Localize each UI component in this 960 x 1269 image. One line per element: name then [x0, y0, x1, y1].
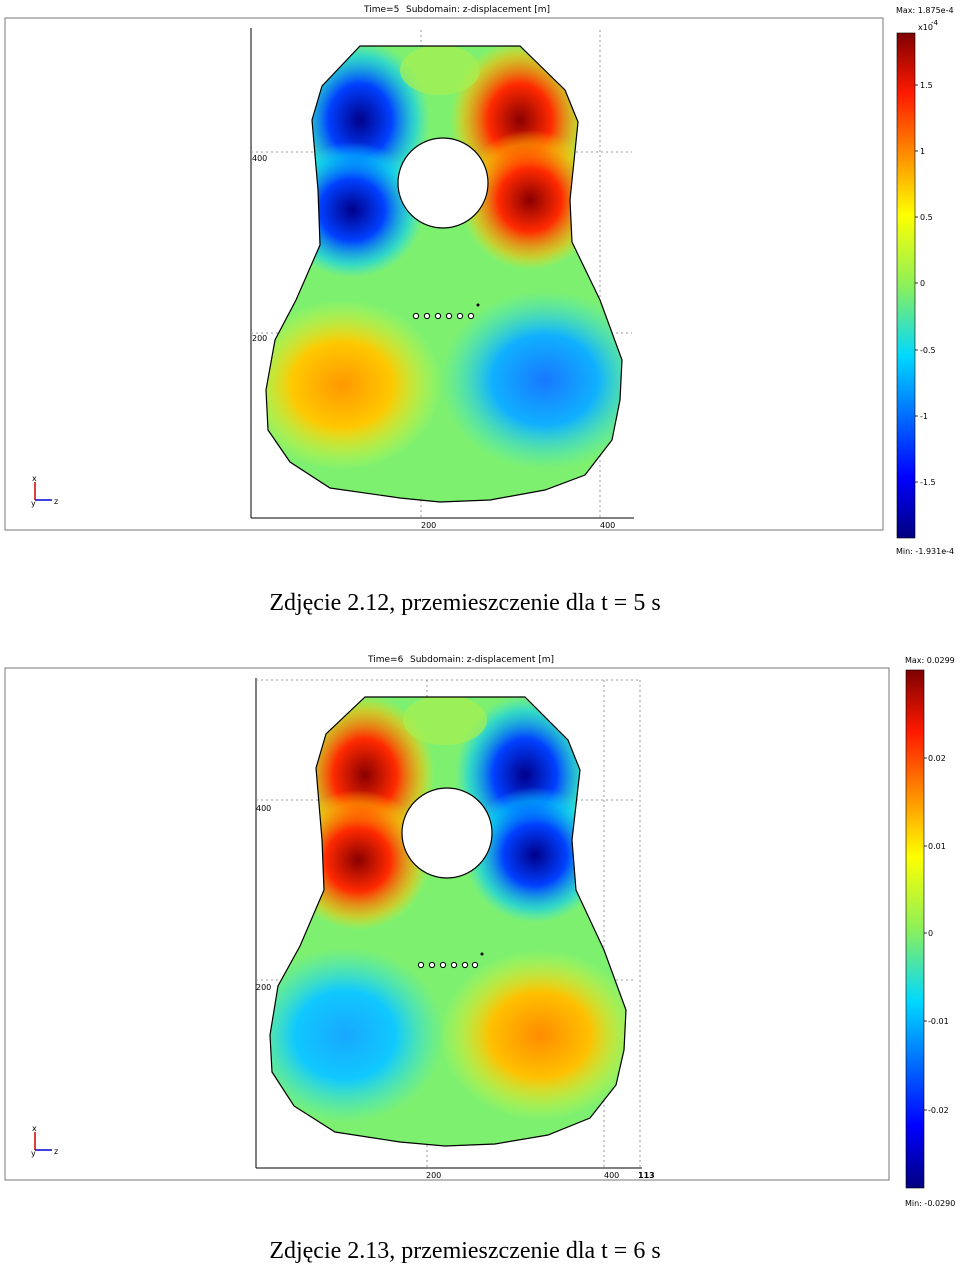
bridge-pins: [417, 952, 484, 969]
plot-t6: Time=6 Subdomain: z-displacement [m] 400…: [4, 655, 955, 1208]
colorbar-tick: -0.02: [928, 1106, 949, 1115]
x-tick-400: 400: [600, 521, 615, 530]
colorbar-tick: 1.5: [920, 81, 933, 90]
colorbar-exp-pow: -4: [931, 19, 939, 27]
title-subdomain: Subdomain: z-displacement [m]: [406, 5, 550, 15]
plot-t5: Time=5 Subdomain: z-displacement [m] 400…: [4, 5, 954, 556]
colorbar: Max: 0.0299 0.02 0.01 0 -0.01 -0.02 Min:…: [905, 656, 955, 1208]
colorbar-tick: -1.5: [920, 478, 936, 487]
sound-hole: [401, 787, 493, 879]
y-tick-200: 200: [252, 334, 267, 343]
bridge-pins: [412, 303, 480, 320]
y-tick-400: 400: [256, 804, 271, 813]
triad-x: x: [32, 474, 37, 483]
colorbar-tick: 0.01: [928, 842, 946, 851]
x-tick-200: 200: [426, 1171, 441, 1180]
x-tick-400: 400: [604, 1171, 619, 1180]
colorbar-tick: 1: [920, 147, 925, 156]
x-tick-200: 200: [421, 521, 436, 530]
triad-z: z: [54, 497, 58, 506]
y-tick-200: 200: [256, 983, 271, 992]
title-subdomain: Subdomain: z-displacement [m]: [410, 655, 554, 665]
triad-y: y: [31, 1149, 36, 1158]
colorbar-max: Max: 1.875e-4: [896, 6, 954, 15]
colorbar-tick: 0: [920, 279, 925, 288]
colorbar-tick: 0.02: [928, 754, 946, 763]
colorbar-tick: 0.5: [920, 213, 933, 222]
axis-triad: x y z: [31, 1124, 58, 1158]
colorbar-tick: -1: [920, 412, 928, 421]
displacement-field: [270, 697, 626, 1146]
triad-x: x: [32, 1124, 37, 1133]
caption-figure-2-13: Zdjęcie 2.13, przemieszczenie dla t = 6 …: [269, 1238, 661, 1264]
colorbar-min: Min: -0.0290: [905, 1199, 955, 1208]
axis-triad: x y z: [31, 474, 58, 508]
colorbar-tick: -0.5: [920, 346, 936, 355]
title-time: Time=5: [363, 5, 399, 15]
x-tick-extra: 113: [638, 1171, 655, 1180]
colorbar: Max: 1.875e-4 x10 -4 1.5 1 0.5 0 -0.5 -1…: [896, 6, 954, 556]
colorbar-max: Max: 0.0299: [905, 656, 955, 665]
colorbar-exp: x10: [918, 23, 933, 32]
figure-t5: Time=5 Subdomain: z-displacement [m] 400…: [0, 0, 960, 570]
figure-t6: Time=6 Subdomain: z-displacement [m] 400…: [0, 650, 960, 1220]
title-time: Time=6: [367, 655, 404, 665]
colorbar-min: Min: -1.931e-4: [896, 547, 954, 556]
caption-figure-2-12: Zdjęcie 2.12, przemieszczenie dla t = 5 …: [269, 590, 661, 616]
triad-y: y: [31, 499, 36, 508]
colorbar-tick: -0.01: [928, 1017, 949, 1026]
colorbar-tick: 0: [928, 929, 933, 938]
guitar-outline: [265, 45, 623, 503]
sound-hole: [397, 137, 489, 229]
guitar-outline: [269, 696, 627, 1147]
y-tick-400: 400: [252, 154, 267, 163]
triad-z: z: [54, 1147, 58, 1156]
